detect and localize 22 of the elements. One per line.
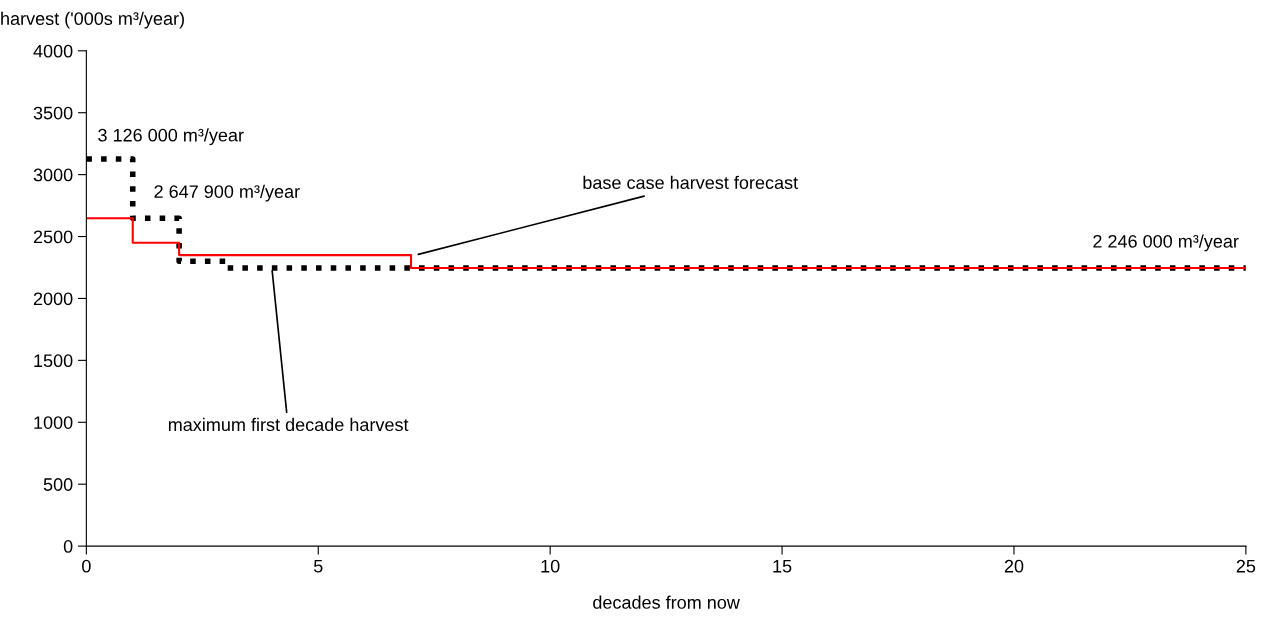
x-tick-label: 0 <box>82 559 91 573</box>
y-tick-label: 2000 <box>33 292 73 306</box>
x-tick-label: 5 <box>313 559 323 573</box>
y-tick-label: 2500 <box>33 230 73 244</box>
y-axis-title: harvest ('000s m³/year) <box>1 11 184 29</box>
x-tick-label: 25 <box>1236 559 1256 573</box>
annotation: 2 246 000 m³/year <box>1093 234 1239 252</box>
y-tick-label: 3000 <box>33 168 73 182</box>
y-tick-label: 3500 <box>33 106 73 120</box>
x-axis-title: decades from now <box>593 595 740 609</box>
annotation: 2 647 900 m³/year <box>154 184 300 202</box>
x-tick-label: 20 <box>1004 559 1024 573</box>
y-tick-label: 4000 <box>33 44 73 58</box>
x-tick-label: 15 <box>773 559 792 573</box>
y-tick-label: 1500 <box>34 354 73 368</box>
annotation: maximum first decade harvest <box>168 417 409 432</box>
annotation: 3 126 000 m³/year <box>98 128 244 146</box>
annotation: base case harvest forecast <box>583 175 798 190</box>
x-tick-label: 10 <box>541 559 560 573</box>
y-tick-label: 0 <box>63 540 73 553</box>
y-tick-label: 1000 <box>34 416 73 429</box>
y-tick-label: 500 <box>43 478 73 491</box>
